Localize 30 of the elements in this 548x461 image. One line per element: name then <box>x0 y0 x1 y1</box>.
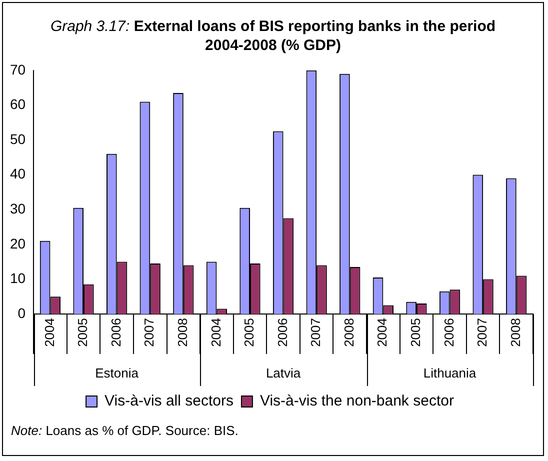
text: Estonia <box>95 366 140 381</box>
text: Lithuania <box>423 366 477 381</box>
text: Latvia <box>266 366 302 381</box>
x-tick-label: 2004 <box>42 318 57 347</box>
x-tick-label: 2008 <box>508 318 523 347</box>
chart-title: Graph 3.17: External loans of BIS reporting banks in the period 2004-2008 (% GDP) <box>49 17 497 55</box>
x-tick-label: 2005 <box>75 318 90 347</box>
x-tick-label: 2004 <box>208 318 224 347</box>
y-tick-label: 20 <box>10 235 26 252</box>
y-tick-label: 30 <box>10 200 26 216</box>
y-tick-label: 50 <box>10 130 26 147</box>
x-tick-label: 2006 <box>274 318 290 347</box>
y-tick-label: 70 <box>10 61 26 78</box>
x-tick-label: 2008 <box>341 318 356 347</box>
text: Note: Loans as % of GDP. Source: BIS. <box>11 423 238 438</box>
x-tick-label: 2006 <box>108 318 124 347</box>
y-tick-label: 0 <box>18 304 26 321</box>
y-tick-label: 10 <box>10 270 26 286</box>
x-tick-label: 2006 <box>441 318 456 347</box>
x-tick-label: 2008 <box>174 318 190 347</box>
x-tick-label: 2004 <box>374 318 390 347</box>
legend-label: Vis-à-vis all sectors <box>104 392 234 410</box>
x-tick-label: 2007 <box>474 318 490 347</box>
x-tick-label: 2007 <box>308 318 324 347</box>
legend-label: Vis-à-vis the non-bank sector <box>260 392 454 410</box>
y-tick-label: 60 <box>10 96 26 112</box>
x-tick-label: 2005 <box>242 318 257 347</box>
y-tick-label: 40 <box>10 166 26 182</box>
x-tick-label: 2005 <box>408 318 424 347</box>
x-tick-label: 2007 <box>142 318 157 347</box>
